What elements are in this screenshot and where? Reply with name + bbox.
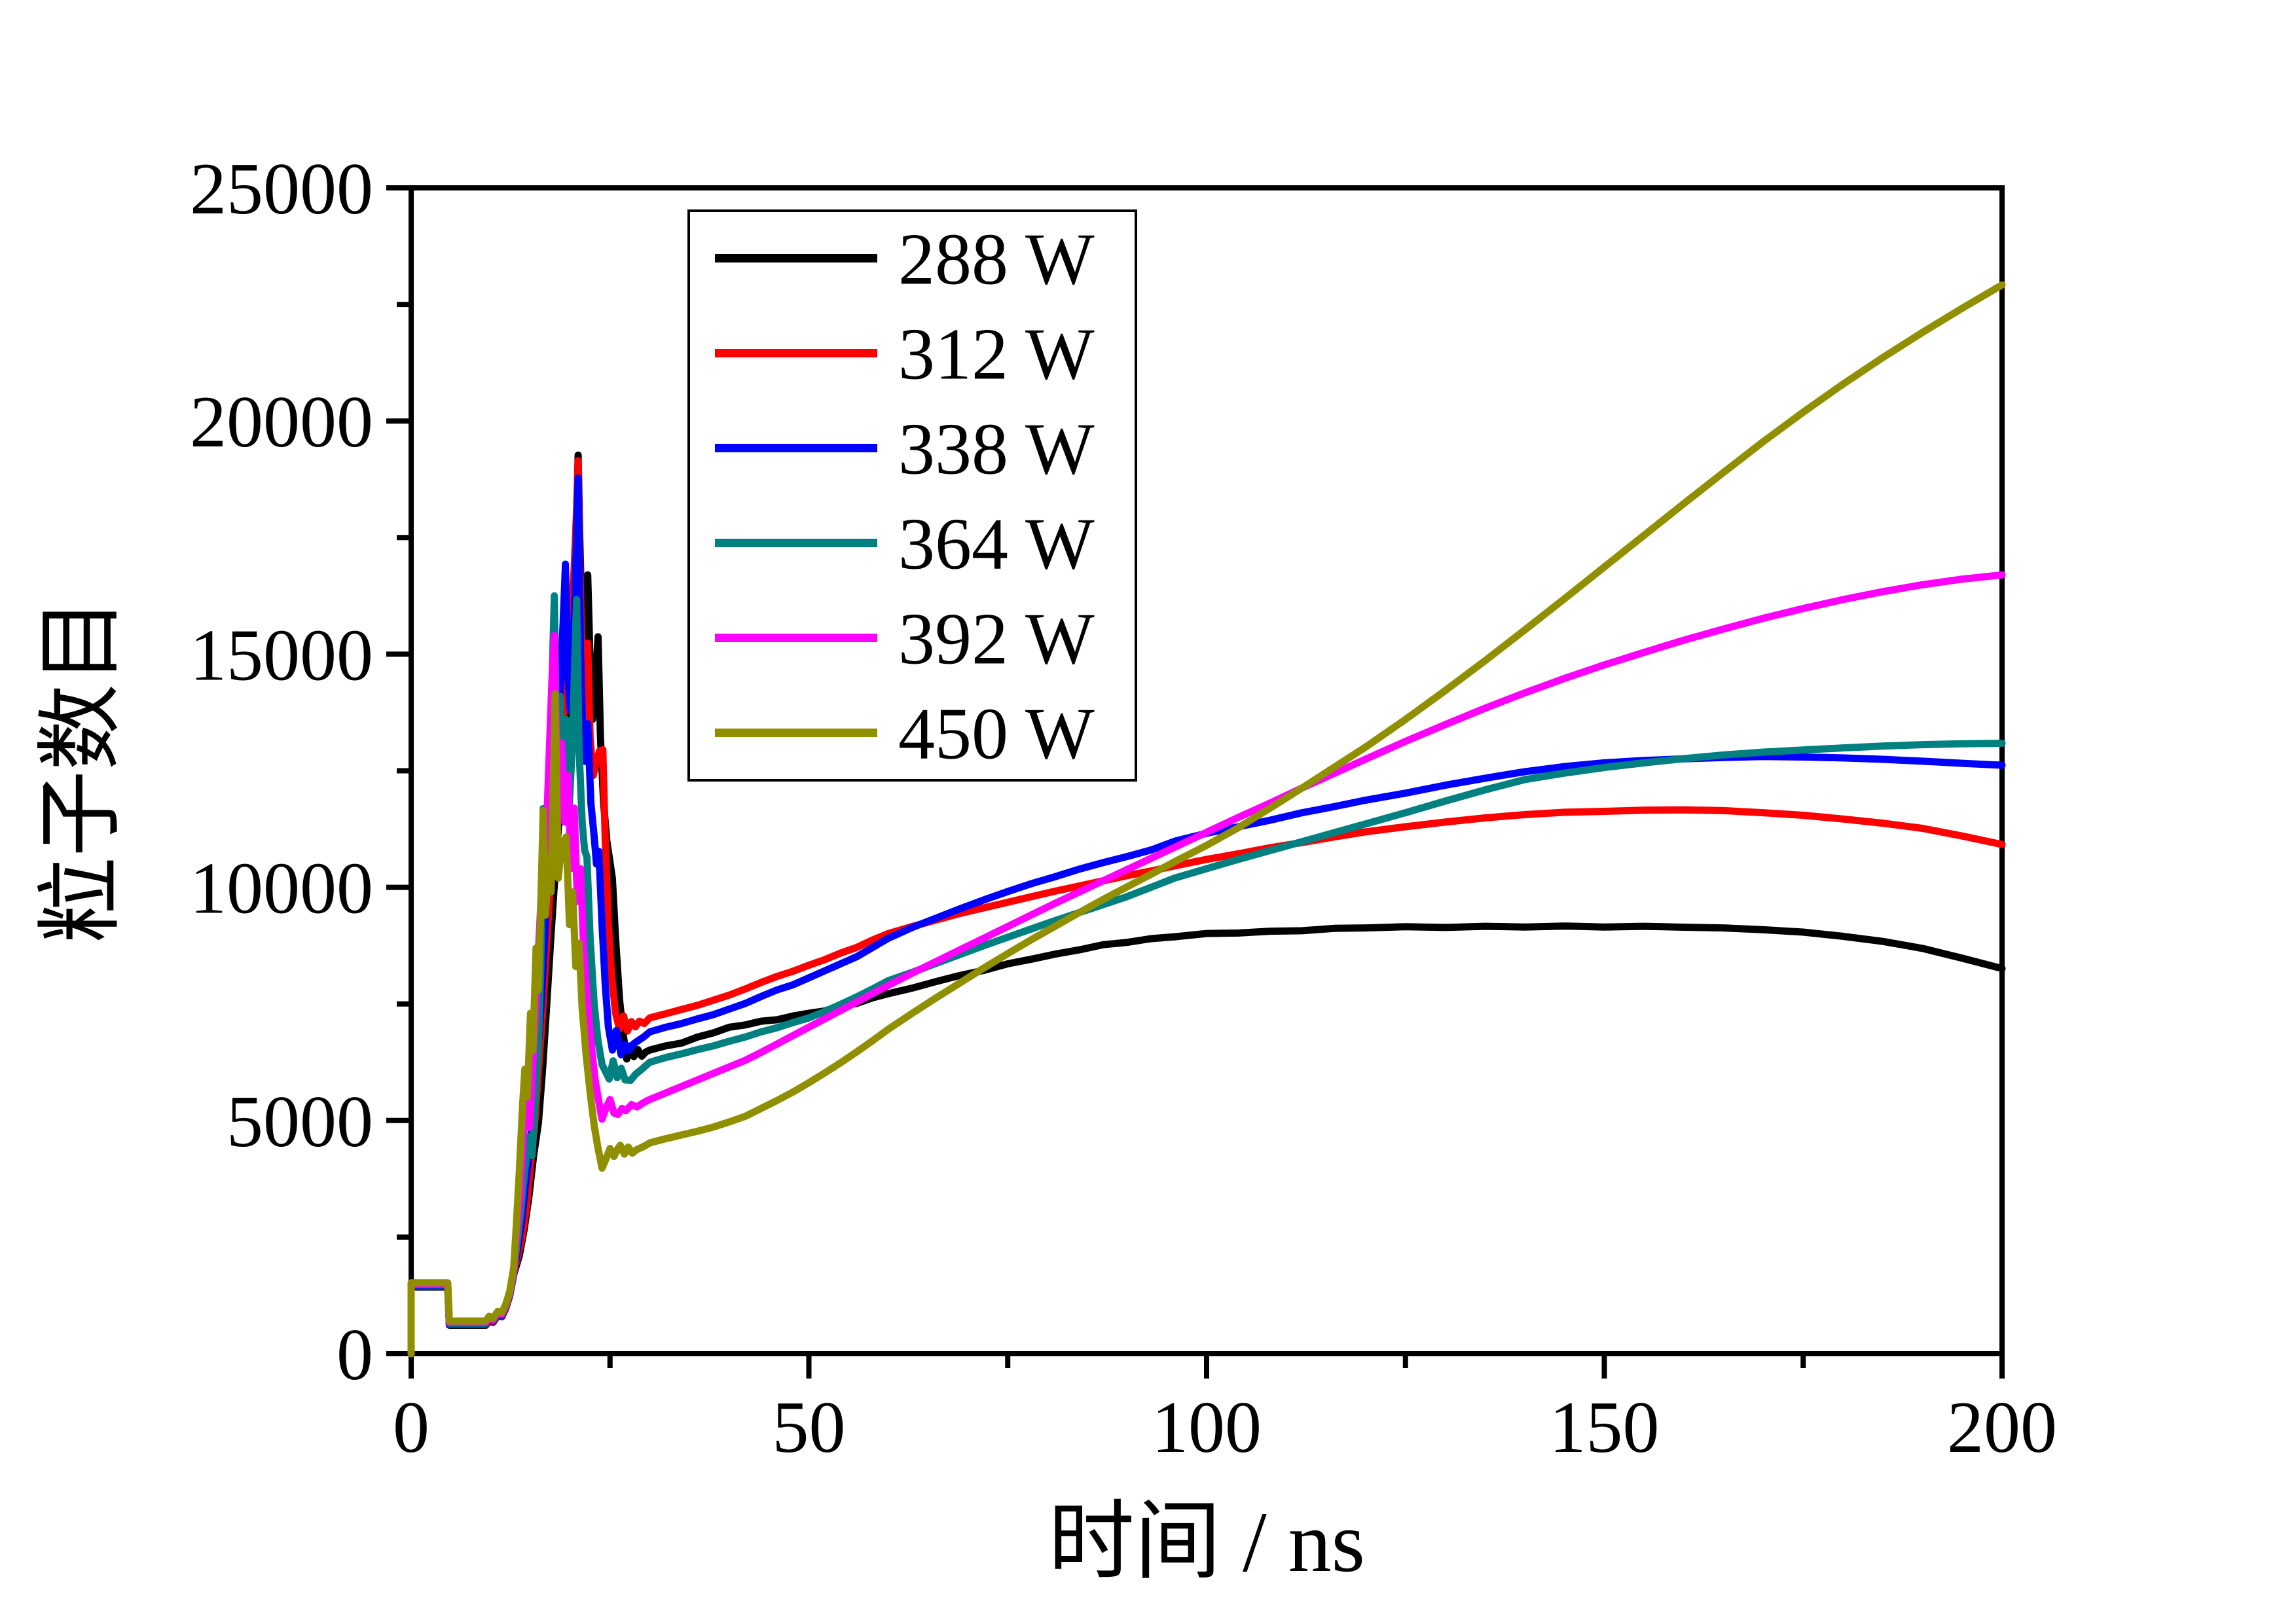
legend-label: 288 W [898,219,1095,300]
legend-label: 450 W [898,694,1095,775]
y-tick-label: 15000 [190,615,373,696]
x-axis-label: 时间 / ns [1048,1494,1365,1590]
legend-label: 312 W [898,314,1095,395]
x-tick-label: 50 [773,1387,846,1468]
series-line-312W [407,457,2006,1358]
plot-frame [409,185,2005,1356]
legend-label: 392 W [898,599,1095,680]
x-tick-label: 200 [1947,1387,2057,1468]
x-tick-label: 150 [1550,1387,1660,1468]
y-tick-label: 25000 [190,149,373,230]
legend-box [687,209,1137,782]
series-line-288W [407,451,2006,1358]
series-line-450W [407,281,2006,1358]
x-tick-label: 0 [393,1387,429,1468]
series-line-364W [407,592,2006,1358]
y-axis-label: 粒子数目 [33,598,129,943]
series-line-392W [407,571,2006,1358]
y-tick-label: 0 [337,1314,373,1396]
y-tick-label: 5000 [227,1081,373,1163]
y-tick-label: 10000 [190,848,373,929]
x-tick-label: 100 [1152,1387,1262,1468]
y-tick-label: 20000 [190,382,373,463]
legend-label: 364 W [898,504,1095,585]
legend-label: 338 W [898,409,1095,490]
series-line-338W [407,474,2006,1358]
